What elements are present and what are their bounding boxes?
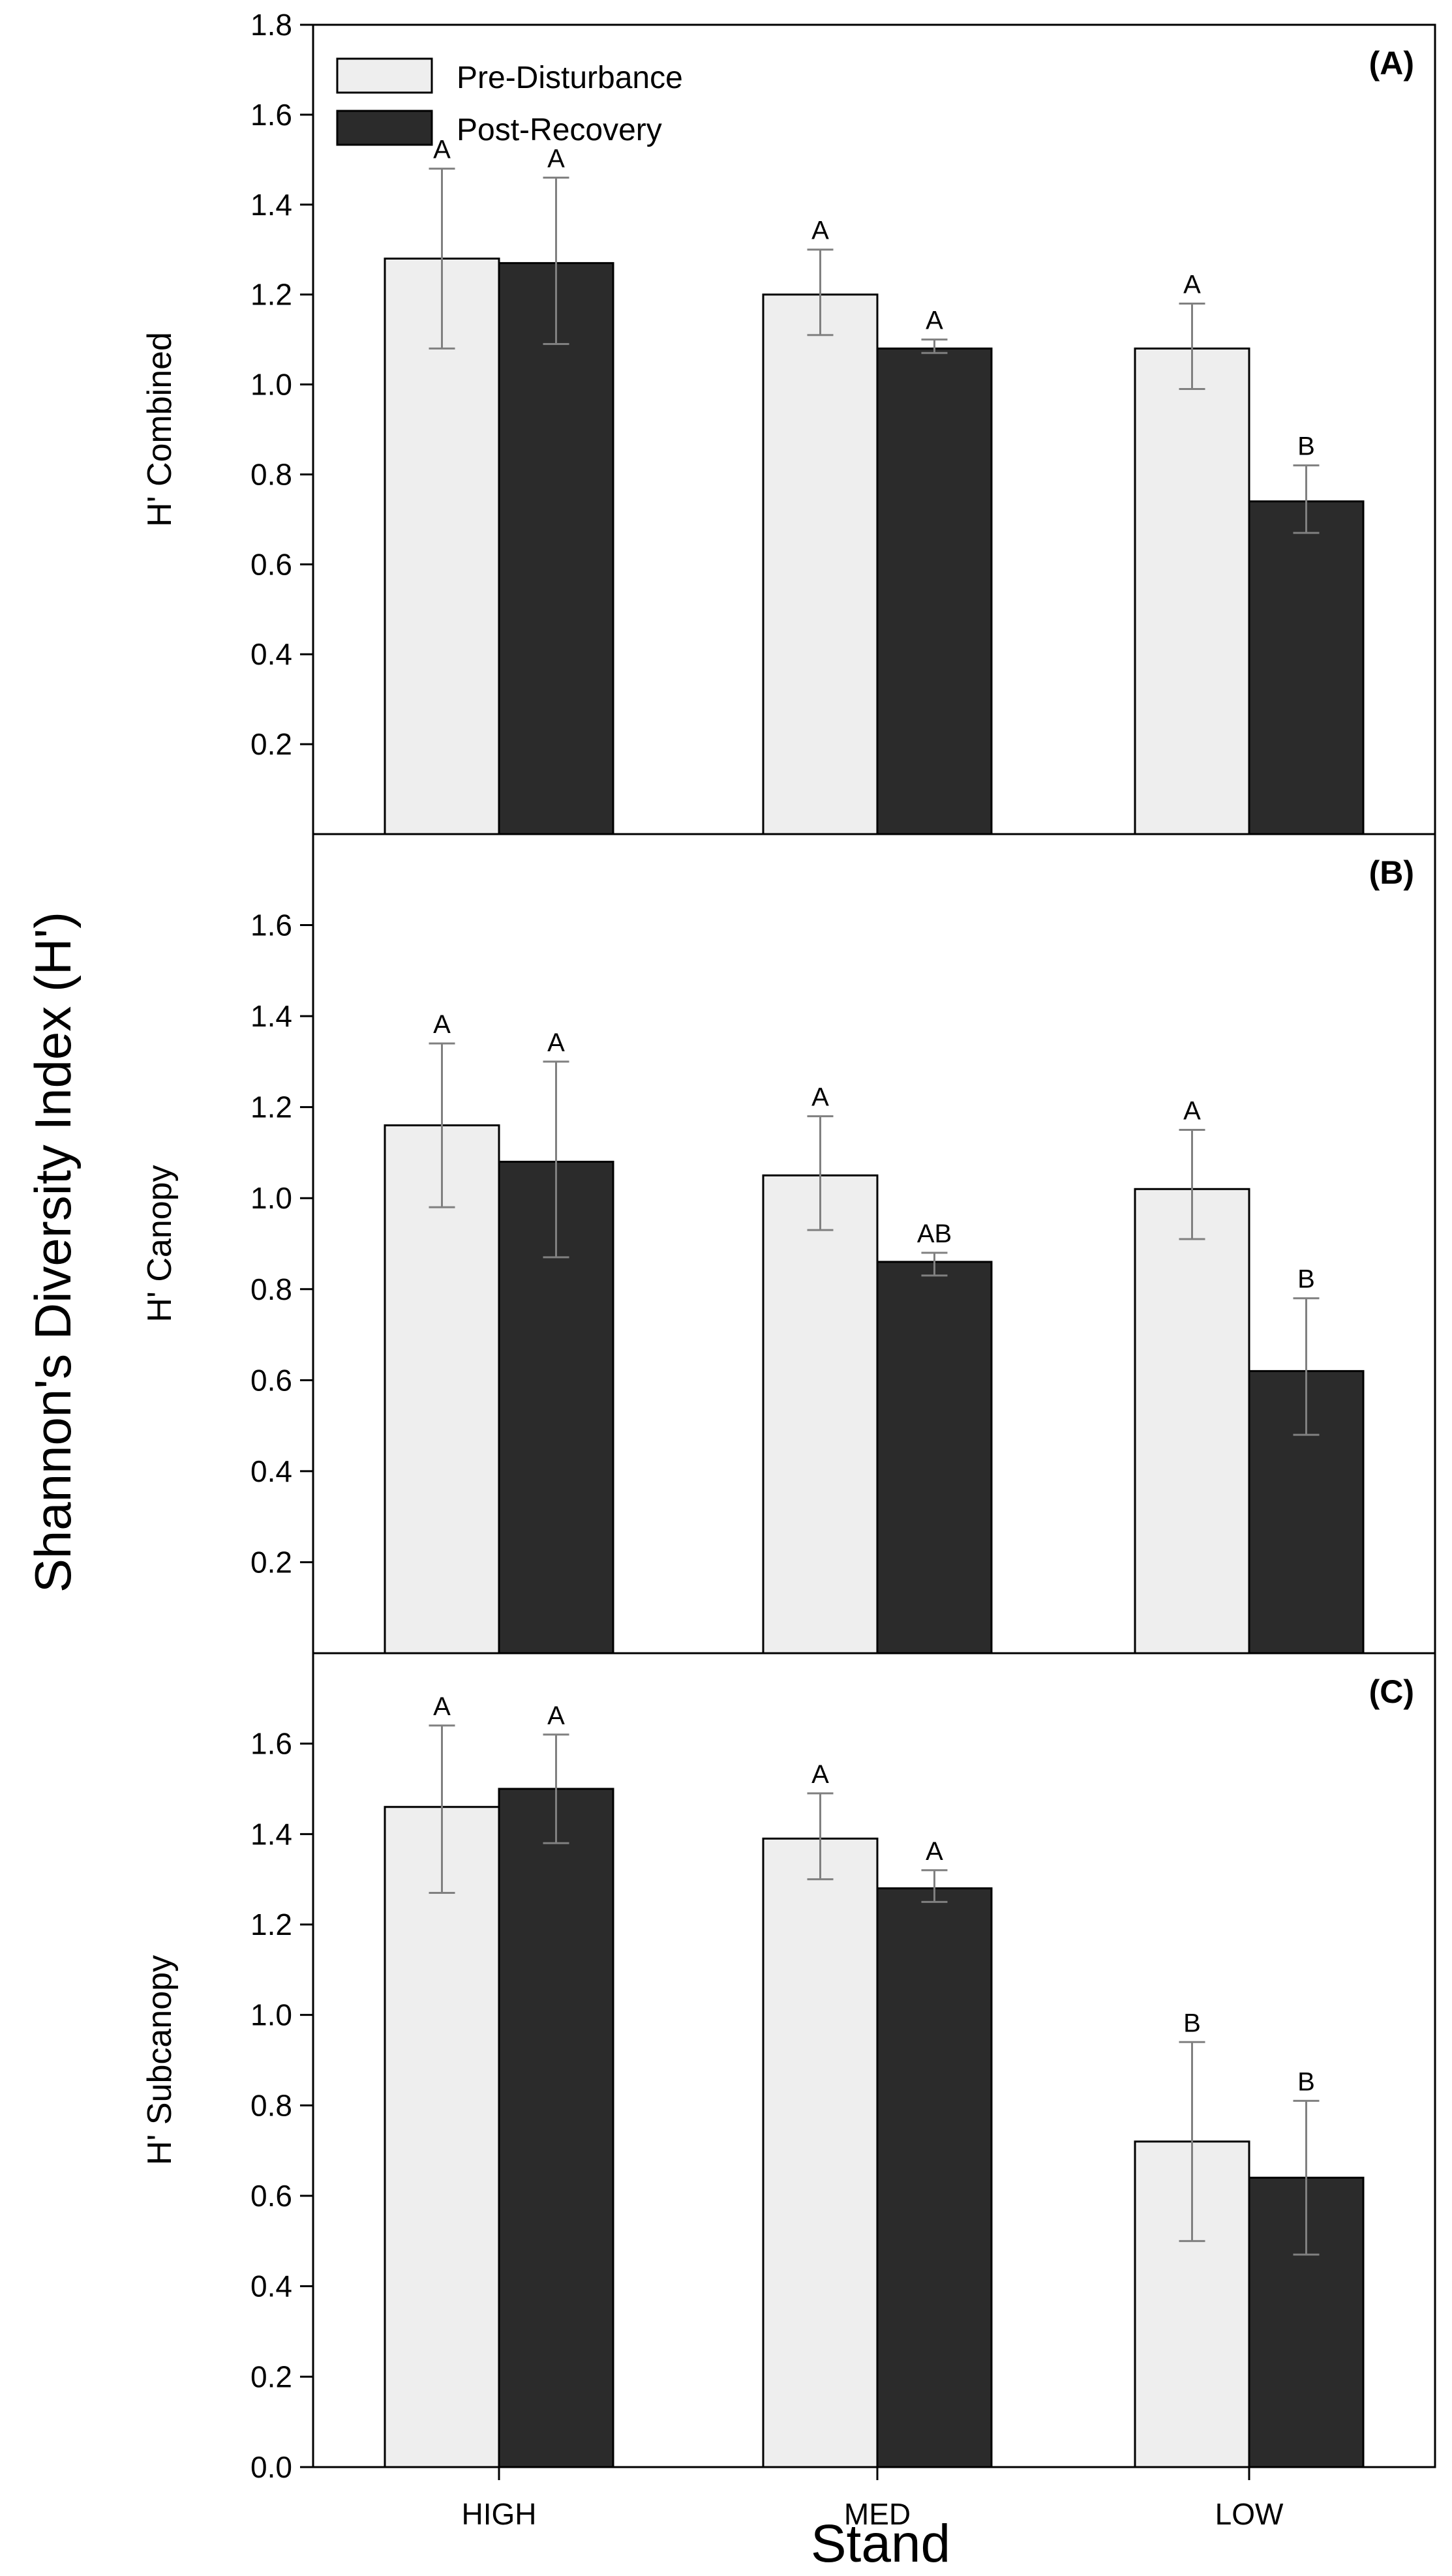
significance-label: A	[811, 217, 829, 245]
bar	[498, 262, 614, 835]
bar	[1248, 500, 1365, 835]
y-tick-label: 0.8	[250, 457, 292, 491]
significance-label: A	[433, 1010, 451, 1039]
y-tick-label: 1.8	[250, 8, 292, 42]
bar	[498, 1788, 614, 2468]
bar	[384, 1124, 500, 1655]
significance-label: A	[433, 136, 451, 164]
panel-y-label: H' Canopy	[141, 1165, 179, 1322]
y-tick-label: 0.4	[250, 2269, 292, 2303]
significance-label: A	[547, 1701, 565, 1730]
y-tick-label: 1.6	[250, 1727, 292, 1761]
significance-label: A	[1183, 1097, 1201, 1126]
y-tick-label: 0.2	[250, 727, 292, 761]
y-tick-label: 1.4	[250, 1817, 292, 1851]
panel-letter: (A)	[1369, 45, 1414, 82]
significance-label: A	[1183, 270, 1201, 299]
y-tick-label: 1.0	[250, 1181, 292, 1215]
significance-label: A	[547, 1028, 565, 1057]
significance-label: A	[811, 1760, 829, 1789]
bar	[876, 347, 993, 835]
panel-2: A A B A A B 1.6 1.4 1.2 1.0 0.8 0.6 0.4 0.2 0.0 H' Subc…	[141, 1652, 1436, 2484]
y-tick-label: 1.4	[250, 188, 292, 222]
y-tick-label: 0.6	[250, 547, 292, 581]
y-tick-label: 0.2	[250, 1545, 292, 1579]
significance-label: A	[926, 307, 943, 335]
bar	[384, 1806, 500, 2468]
y-tick-label: 0.6	[250, 1363, 292, 1397]
y-tick-label: 1.2	[250, 1090, 292, 1124]
bar	[762, 1174, 879, 1655]
panel-y-label: H' Subcanopy	[141, 1955, 179, 2165]
significance-label: A	[547, 144, 565, 173]
y-tick-label: 0.8	[250, 2088, 292, 2122]
panel-letter: (B)	[1369, 854, 1414, 891]
x-tick-label: MED	[844, 2497, 911, 2531]
bar	[762, 293, 879, 835]
y-tick-label: 0.6	[250, 2179, 292, 2213]
significance-label: AB	[917, 1220, 952, 1248]
panel-y-label: H' Combined	[141, 332, 179, 527]
panel-letter: (C)	[1369, 1673, 1414, 1710]
y-tick-label: 1.0	[250, 368, 292, 402]
significance-label: A	[811, 1083, 829, 1112]
y-axis-title: Shannon's Diversity Index (H')	[24, 912, 82, 1593]
y-tick-label: 0.4	[250, 637, 292, 671]
bar	[876, 1261, 993, 1655]
y-tick-label: 0.4	[250, 1454, 292, 1488]
y-tick-label: 0.8	[250, 1272, 292, 1306]
x-tick-label: LOW	[1215, 2497, 1284, 2531]
legend: Pre-Disturbance Post-Recovery	[336, 57, 683, 147]
y-tick-label: 1.6	[250, 908, 292, 942]
x-axis-title: Stand	[811, 2514, 950, 2573]
significance-label: A	[926, 1837, 943, 1866]
y-tick-label: 1.2	[250, 1908, 292, 1941]
legend-swatch-post-recovery	[336, 110, 433, 146]
bar	[1134, 347, 1250, 835]
panel-frame	[312, 1652, 1436, 2468]
panel-1: A A A A AB B 1.6 1.4 1.2 1.0 0.8 0.6 0.4 0.2 H' Canopy…	[141, 833, 1436, 1655]
legend-label-post-recovery: Post-Recovery	[457, 113, 662, 147]
legend-label-pre-disturbance: Pre-Disturbance	[457, 61, 683, 95]
bar	[1134, 1188, 1250, 1655]
x-tick-labels: HIGH MED LOW	[462, 2467, 1284, 2531]
bar	[762, 1837, 879, 2468]
y-tick-label: 1.6	[250, 98, 292, 132]
significance-label: B	[1183, 2009, 1201, 2037]
y-tick-label: 0.2	[250, 2359, 292, 2393]
significance-label: B	[1297, 432, 1315, 461]
y-tick-label: 1.4	[250, 999, 292, 1033]
y-tick-label: 1.2	[250, 278, 292, 312]
y-tick-label: 0.0	[250, 2450, 292, 2484]
significance-label: B	[1297, 2067, 1315, 2096]
panel-0: A A A A A B 1.8 1.6 1.4 1.2 1.0 0.8 0.6 0.4 0.2 H' Comb…	[141, 8, 1436, 835]
bar	[876, 1887, 993, 2468]
x-tick-label: HIGH	[462, 2497, 537, 2531]
significance-label: A	[433, 1692, 451, 1721]
legend-swatch-pre-disturbance	[336, 57, 433, 94]
y-tick-label: 1.0	[250, 1998, 292, 2032]
significance-label: B	[1297, 1265, 1315, 1294]
